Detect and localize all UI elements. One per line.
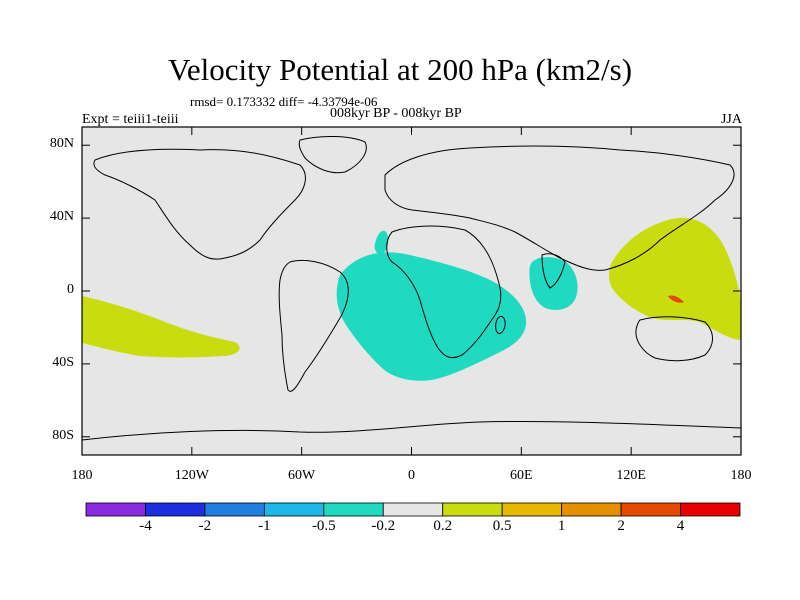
colorbar-label: 1 [557,518,566,534]
coastline-greenland [298,135,367,174]
colorbar-swatch [561,502,622,517]
colorbar-label: -1 [258,518,271,534]
lon-tick-label: 120E [616,468,646,483]
colorbar-swatch [145,502,206,517]
coastline-eurasia [384,145,735,271]
axis-ticks [81,127,742,455]
stats-line: rmsd= 0.173332 diff= -4.33794e-06 [190,94,378,109]
lon-tick-label: 180 [730,468,752,483]
region-east-pacific-positive [82,296,240,358]
coastline-antarctica [81,420,742,441]
coastline-australia [635,316,713,362]
colorbar-swatch [85,502,146,517]
colorbar-label: -2 [198,518,212,534]
experiment-label: Expt = teiii1-teiii [82,112,179,127]
colorbar-label: 0.2 [433,518,453,534]
lon-tick-label: 60E [510,468,533,483]
colorbar-label: -0.2 [371,518,396,534]
region-indian-ocean-negative [529,257,578,310]
coastline-north-america [93,148,306,260]
colorbar-swatch [442,502,503,517]
colorbar-swatch [620,502,681,517]
season-label: JJA [720,112,742,127]
lat-tick-label: 80S [52,427,74,443]
colorbar-swatch [323,502,384,517]
lat-tick-label: 80N [49,136,74,152]
colorbar-label: 0.5 [492,518,512,534]
coastline-africa [386,225,502,359]
lon-tick-label: 0 [408,468,415,483]
colorbar-swatch [204,502,265,517]
colorbar-swatch [680,502,741,517]
colorbar-swatch [263,502,325,517]
region-atlantic-negative-lobe [374,230,389,255]
region-west-pacific-positive [609,217,741,340]
colorbar-label: -0.5 [311,518,336,534]
subtitle: 008kyr BP - 008kyr BP [330,106,462,121]
region-small-positive-peak [668,295,684,303]
lon-tick-label: 60W [288,468,316,483]
region-atlantic-africa-negative [336,252,527,381]
lat-tick-label: 0 [67,282,74,297]
lat-tick-label: 40S [52,354,74,370]
colorbar-swatch [382,502,444,517]
colorbar-label: 4 [676,518,685,534]
colorbar [85,502,741,517]
lon-tick-label: 180 [71,468,93,483]
colorbar-label: -4 [139,518,152,534]
colorbar-label: 2 [617,518,625,534]
coastline-south-america [278,259,349,392]
plot-title: Velocity Potential at 200 hPa (km2/s) [167,52,633,87]
colorbar-swatch [501,502,563,517]
coastline-madagascar [495,315,506,334]
coastlines [81,135,742,441]
lon-tick-label: 120W [174,468,209,483]
coastline-india [541,253,566,289]
lat-tick-label: 40N [49,209,74,225]
